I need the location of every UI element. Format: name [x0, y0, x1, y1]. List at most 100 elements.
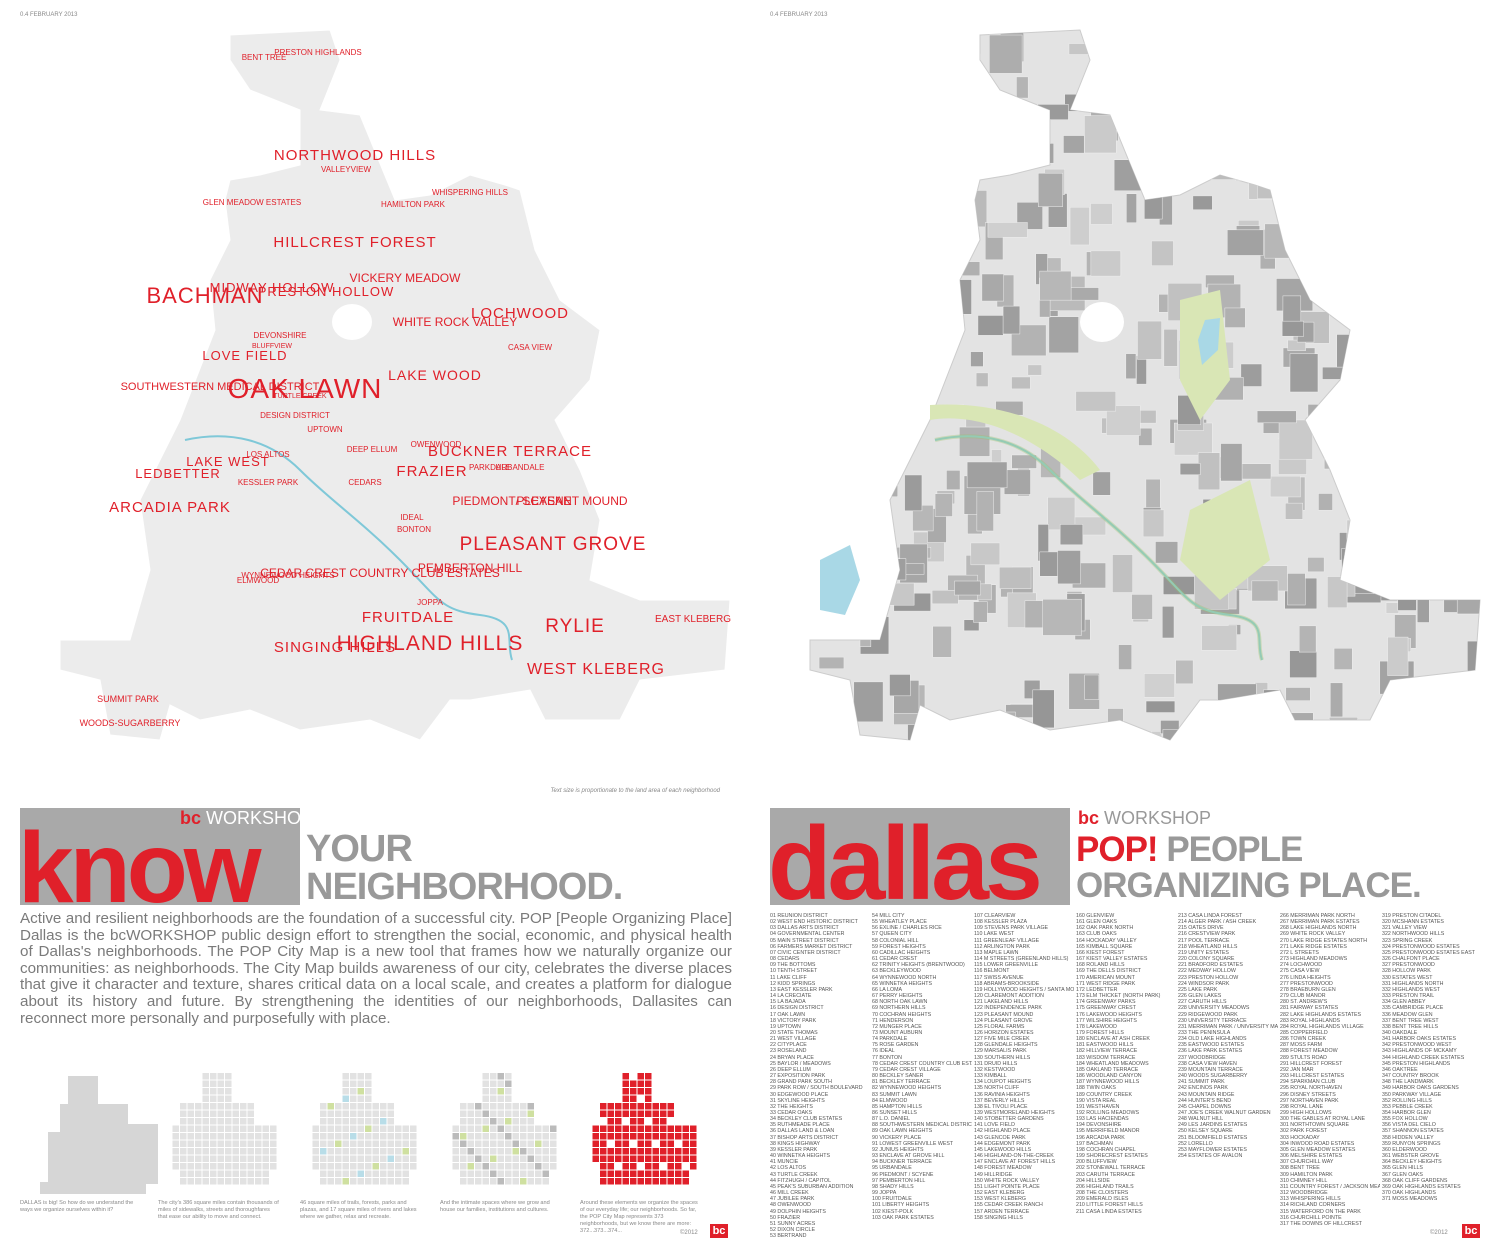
grid-cell	[380, 1133, 387, 1140]
grid-cell	[380, 1163, 387, 1170]
grid-cell	[350, 1080, 357, 1087]
grid-cell	[187, 1103, 194, 1110]
list-item: 247 JOE'S CREEK WALNUT GARDEN	[1178, 1110, 1271, 1116]
grid-cell	[195, 1163, 202, 1170]
grid-cell	[357, 1148, 364, 1155]
grid-cell	[667, 1170, 674, 1177]
grid-cell	[202, 1133, 209, 1140]
grid-cell	[387, 1110, 394, 1117]
grid-cell	[247, 1148, 254, 1155]
logo: bc WORKSHOP	[1078, 808, 1211, 829]
neighborhood-block	[889, 674, 911, 697]
neighborhood-block	[859, 625, 872, 647]
neighborhood-label: RYLIE	[545, 616, 605, 637]
neighborhood-block	[1167, 132, 1185, 158]
neighborhood-block	[1443, 257, 1463, 281]
list-item: 125 FLORAL FARMS	[974, 1023, 1025, 1030]
grid-cell	[195, 1170, 202, 1177]
neighborhood-label: URBANDALE	[496, 463, 545, 472]
list-item: 320 MCSHANN ESTATES	[1382, 919, 1444, 926]
list-item: 188 TWIN OAKS	[1076, 1085, 1116, 1092]
grid-cell	[637, 1140, 644, 1147]
grid-cell	[240, 1103, 247, 1110]
list-item: 04 GOVERNMENTAL CENTER	[770, 931, 845, 938]
neighborhood-block	[1239, 105, 1255, 138]
grid-cell	[247, 1118, 254, 1125]
tagline: POP! PEOPLE	[1076, 832, 1303, 867]
grid-cell	[497, 1125, 504, 1132]
list-item: 176 LAKEWOOD HEIGHTS	[1076, 1011, 1142, 1018]
neighborhood-block	[963, 190, 988, 228]
list-item: 334 GLEN ABBEY	[1382, 999, 1426, 1006]
grid-cell	[202, 1163, 209, 1170]
grid-cell	[490, 1125, 497, 1132]
grid-cell	[652, 1170, 659, 1177]
grid-cell	[380, 1178, 387, 1185]
list-item: 18 VICTORY PARK	[770, 1017, 817, 1024]
list-item: 50 FRAZIER	[770, 1214, 801, 1221]
list-item: 162 OAK PARK NORTH	[1076, 925, 1134, 932]
grid-cell	[342, 1170, 349, 1177]
list-item: 129 MARSALIS PARK	[974, 1048, 1027, 1055]
grid-cell	[512, 1118, 519, 1125]
list-item: 151 LIGHT POINTE PLACE	[974, 1183, 1040, 1190]
list-item: 52 DIXON CIRCLE	[770, 1226, 816, 1233]
neighborhood-block	[1443, 246, 1478, 283]
list-item: 322 NORTHWOOD HILLS	[1382, 931, 1445, 938]
neighborhood-block	[932, 279, 972, 315]
grid-cell	[402, 1140, 409, 1147]
grid-cell	[232, 1148, 239, 1155]
list-item: 277 PRESTONWOOD	[1280, 980, 1333, 987]
neighborhood-block	[987, 222, 1028, 238]
grid-cell	[467, 1170, 474, 1177]
list-item: 134 LOUPOT HEIGHTS	[974, 1079, 1032, 1086]
grid-cell	[187, 1140, 194, 1147]
grid-cell	[615, 1148, 622, 1155]
list-item: 108 KESSLER PLAZA	[974, 919, 1027, 926]
neighborhood-block	[1364, 525, 1378, 565]
grid-cell	[490, 1095, 497, 1102]
grid-cell	[527, 1110, 534, 1117]
neighborhood-block	[1142, 509, 1165, 538]
grid-cell	[460, 1163, 467, 1170]
grid-cell	[372, 1118, 379, 1125]
neighborhood-label: HIGHLAND HILLS	[337, 632, 524, 655]
list-item: 11 LAKE CLIFF	[770, 974, 807, 981]
grid-cell	[527, 1140, 534, 1147]
grid-cell	[210, 1095, 217, 1102]
grid-cell	[467, 1118, 474, 1125]
grid-cell	[690, 1155, 697, 1162]
grid-cell	[630, 1110, 637, 1117]
list-column: 160 GLENVIEW 161 GLEN OAKS 162 OAK PARK NO…	[1076, 913, 1176, 1215]
grid-cell	[357, 1133, 364, 1140]
list-item: 131 DRUID HILLS	[974, 1060, 1018, 1067]
neighborhood-block	[830, 188, 869, 199]
neighborhood-block	[1121, 57, 1138, 93]
grid-cell	[660, 1140, 667, 1147]
list-item: 36 DALLAS LAND & LOAN	[770, 1128, 835, 1135]
list-item: 102 KIEST-POLK	[872, 1208, 914, 1215]
list-item: 16 DESIGN DISTRICT	[770, 1005, 824, 1012]
grid-cell	[195, 1133, 202, 1140]
neighborhood-label: KESSLER PARK	[238, 478, 299, 487]
grid-cell	[520, 1103, 527, 1110]
grid-cell	[357, 1088, 364, 1095]
list-item: 67 PERRY HEIGHTS	[872, 993, 923, 1000]
grid-cell	[210, 1163, 217, 1170]
list-item: 84 ELMWOOD	[872, 1097, 908, 1104]
list-item: 283 ROYAL HIGHLANDS	[1280, 1017, 1341, 1024]
grid-cell	[247, 1125, 254, 1132]
neighborhood-block	[932, 66, 970, 82]
grid-cell	[195, 1118, 202, 1125]
grid-cell	[342, 1133, 349, 1140]
neighborhood-block	[1404, 274, 1423, 293]
grid-cell	[520, 1170, 527, 1177]
neighborhood-block	[1318, 493, 1333, 511]
list-item: 175 GREENWAY CREST	[1076, 1005, 1136, 1012]
list-item: 64 WYNNEWOOD NORTH	[872, 974, 937, 981]
list-item: 24 BRYAN PLACE	[770, 1054, 814, 1061]
list-item: 73 MOUNT AUBURN	[872, 1029, 923, 1036]
grid-cell	[512, 1178, 519, 1185]
grid-cell	[210, 1178, 217, 1185]
list-item: 148 FOREST MEADOW	[974, 1165, 1032, 1172]
